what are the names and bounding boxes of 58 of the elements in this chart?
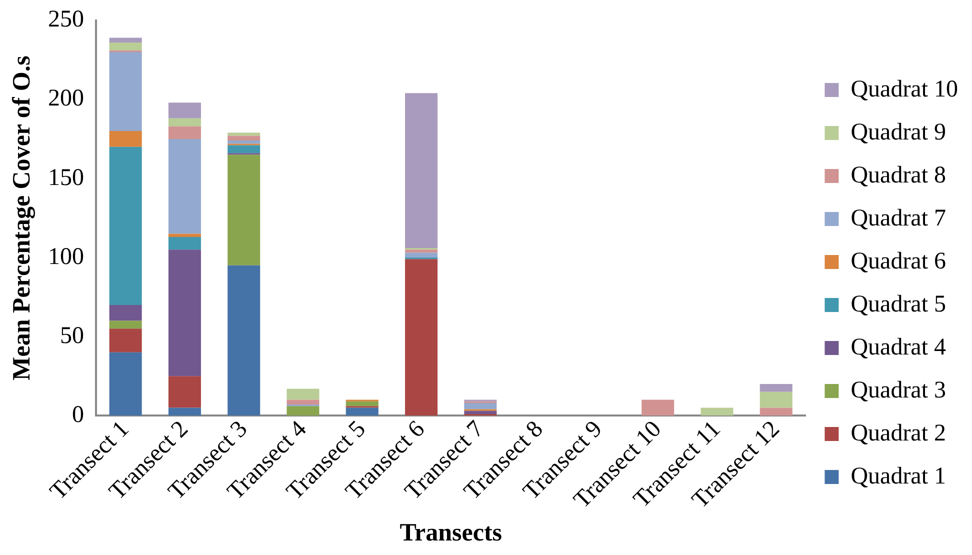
bar (168, 118, 201, 126)
bar (168, 250, 201, 376)
bar (405, 252, 438, 258)
legend-label: Quadrat 2 (850, 420, 946, 446)
y-tick-label: 250 (48, 6, 84, 33)
legend-label: Quadrat 5 (850, 291, 946, 318)
bar (642, 400, 674, 416)
legend-label: Quadrat 6 (850, 248, 946, 274)
legend-label: Quadrat 1 (850, 463, 946, 490)
bar (760, 392, 792, 408)
bar (286, 388, 320, 400)
bar (464, 402, 497, 410)
legend-label: Quadrat 3 (850, 377, 946, 404)
legend-label: Quadrat 7 (850, 205, 946, 232)
y-axis-title: Mean Percentage Cover of O.s (8, 55, 36, 380)
bar (109, 131, 142, 147)
bar (464, 410, 497, 414)
bar (346, 401, 378, 406)
bar (109, 352, 142, 416)
bar (760, 384, 792, 392)
bar (228, 132, 260, 136)
bar (760, 408, 792, 416)
y-tick-label: 150 (48, 164, 84, 191)
bar (168, 236, 201, 250)
bar (346, 408, 378, 416)
x-axis-title: Transects (400, 519, 502, 546)
y-tick-label: 200 (48, 86, 84, 112)
bar (228, 265, 260, 416)
bar (109, 52, 142, 132)
legend-label: Quadrat 9 (850, 119, 946, 146)
bar (109, 146, 142, 305)
bar (228, 154, 260, 266)
bar (109, 42, 142, 50)
bar (228, 145, 260, 154)
bar (228, 140, 260, 144)
legend-label: Quadrat 10 (850, 76, 958, 102)
bar (109, 304, 142, 321)
bar (168, 234, 201, 237)
bar (109, 38, 142, 43)
bar (168, 376, 201, 408)
legend-label: Quadrat 8 (850, 162, 946, 188)
bar (109, 328, 142, 352)
legend-label: Quadrat 4 (850, 334, 946, 360)
bar (405, 259, 438, 416)
bar (286, 406, 320, 416)
y-tick-label: 50 (60, 322, 84, 349)
bar (168, 138, 201, 234)
y-tick-label: 0 (72, 402, 84, 428)
bar (700, 408, 734, 416)
bar (405, 93, 438, 248)
bar (405, 250, 438, 253)
bar (109, 320, 142, 329)
y-tick-label: 100 (48, 244, 84, 270)
bar (286, 400, 320, 405)
bar (168, 102, 201, 118)
bar (168, 126, 201, 139)
bar (228, 136, 260, 141)
bar (168, 408, 201, 416)
